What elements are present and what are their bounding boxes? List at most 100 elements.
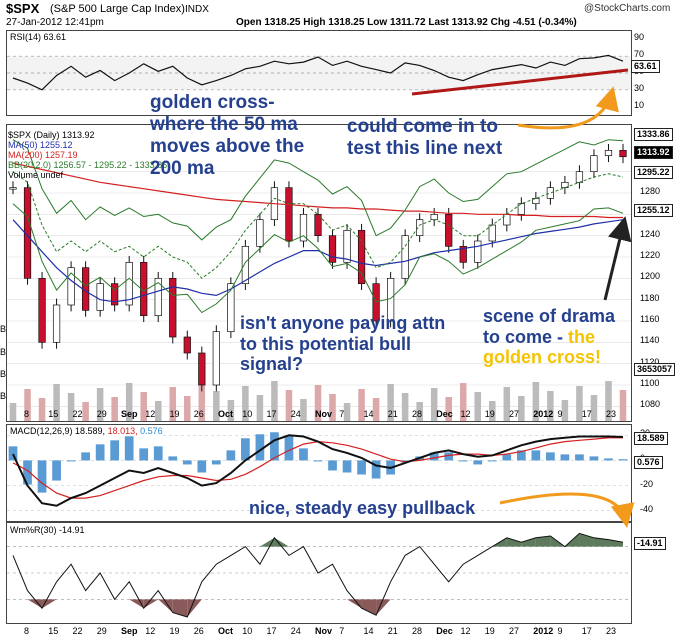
price-tick-label: 1200 — [640, 271, 661, 282]
macd-histogram-bar — [23, 460, 32, 485]
x-tick-label: 17 — [266, 409, 277, 419]
macd-histogram-bar — [124, 436, 134, 461]
macd-histogram-bar — [342, 460, 352, 473]
x-tick-label: Sep — [121, 409, 138, 419]
x-tick-label: 21 — [387, 409, 398, 419]
chart-symbol: $SPX — [6, 1, 40, 16]
rsi-last-badge: 63.61 — [631, 60, 660, 73]
volume-bar — [547, 391, 554, 421]
macd-histogram-bar — [37, 460, 47, 493]
price-tick-label: 1080 — [640, 399, 661, 410]
wmr-overbought-fill — [535, 536, 551, 547]
price-candle — [517, 203, 525, 215]
volume-bar — [125, 383, 133, 421]
rsi-tick-label: 70 — [634, 49, 645, 60]
price-candle — [430, 213, 438, 221]
macd-line — [12, 434, 624, 507]
price-panel — [6, 124, 632, 422]
price-candle — [357, 229, 366, 285]
wmr-oversold-fill — [376, 599, 391, 616]
vol-tick: B — [0, 391, 7, 401]
x-tick-label: 8 — [24, 626, 30, 636]
price-candle — [575, 171, 584, 183]
x-tick-label: 23 — [606, 626, 617, 636]
x-tick-label: 19 — [169, 409, 180, 419]
macd-histogram-bar — [546, 452, 555, 461]
volume-bar — [314, 385, 322, 421]
volume-bar — [24, 389, 31, 421]
price-plot — [7, 139, 631, 421]
x-tick-label: 9 — [557, 626, 563, 636]
x-tick-label: 10 — [242, 409, 253, 419]
price-candle — [96, 283, 104, 311]
rsi-line — [12, 54, 624, 91]
x-tick-label: 12 — [145, 409, 156, 419]
volume-bar — [285, 390, 293, 421]
wmr-oversold-fill — [143, 599, 159, 609]
legend-price: $SPX (Daily) 1313.92 — [8, 130, 95, 140]
price-tick-label: 1160 — [640, 314, 660, 324]
volume-bar — [96, 388, 104, 421]
macd-histogram-bar — [270, 432, 279, 461]
price-candle — [314, 213, 322, 237]
x-tick-label: 29 — [96, 409, 107, 419]
annotation-drama-highlight: the golden cross! — [483, 326, 602, 368]
legend-volume: Volume undef — [8, 170, 64, 180]
annotation-golden-cross: golden cross- where the 50 ma moves abov… — [150, 92, 305, 179]
price-candle — [52, 304, 61, 343]
volume-bar — [518, 396, 525, 421]
macd-histogram-bar — [241, 438, 250, 461]
volume-bar — [489, 401, 496, 421]
volume-bar — [53, 384, 60, 421]
wmr-overbought-fill — [492, 537, 507, 547]
price-tick-label: 1240 — [640, 228, 661, 239]
volume-bar — [271, 381, 278, 421]
x-tick-label: 26 — [193, 626, 204, 636]
x-tick-label: 24 — [290, 626, 301, 636]
annotation-paying-attn: isn't anyone paying attn to this potenti… — [240, 313, 446, 375]
price-candle — [198, 352, 206, 386]
macd-tick-label: -40 — [640, 503, 654, 514]
wmr-overbought-fill — [274, 537, 289, 547]
x-tick-label: 10 — [242, 626, 253, 636]
price-candle — [38, 277, 46, 343]
volume-bar — [503, 387, 511, 421]
price-candle — [561, 181, 569, 189]
price-candle — [416, 219, 424, 237]
volume-bar — [213, 391, 220, 421]
volume-bar — [358, 389, 365, 421]
price-candle — [299, 213, 308, 242]
price-tick-label: 1220 — [640, 250, 661, 260]
price-candle — [401, 235, 409, 279]
volume-bar — [387, 384, 394, 421]
wmr-overbought-fill — [593, 537, 609, 547]
price-candle — [183, 336, 191, 354]
macd-histogram-bar — [284, 436, 294, 461]
price-candle — [256, 219, 264, 247]
macd-histogram-bar — [52, 460, 61, 481]
volume-bar — [169, 387, 177, 421]
macd-histogram-bar — [211, 460, 221, 465]
x-tick-label: 21 — [387, 626, 398, 636]
x-tick-label: Oct — [218, 626, 234, 636]
exchange-label: INDX — [185, 4, 209, 15]
x-tick-label: 26 — [193, 409, 204, 419]
x-tick-label: 12 — [460, 409, 471, 419]
ma50-line — [12, 219, 624, 303]
wmr-oversold-fill — [361, 599, 377, 616]
wmr-oversold-fill — [187, 599, 202, 617]
x-tick-label: 28 — [412, 626, 423, 636]
volume-bar — [372, 398, 380, 421]
volume-bar — [329, 394, 336, 421]
x-tick-label: Oct — [218, 409, 234, 419]
legend-ma50: MA(50) 1255.12 — [8, 140, 73, 150]
x-tick-label: 7 — [339, 626, 345, 636]
volume-bar — [227, 400, 235, 421]
macd-histogram-bar — [575, 454, 584, 461]
price-candle — [328, 235, 337, 263]
macd-histogram-bar — [168, 456, 178, 461]
volume-bar — [256, 395, 264, 421]
macd-histogram-bar — [8, 446, 18, 461]
volume-bar — [343, 403, 351, 421]
legend-bb: BB(20,2.0) 1256.57 - 1295.22 - 1333.86 — [8, 160, 168, 170]
